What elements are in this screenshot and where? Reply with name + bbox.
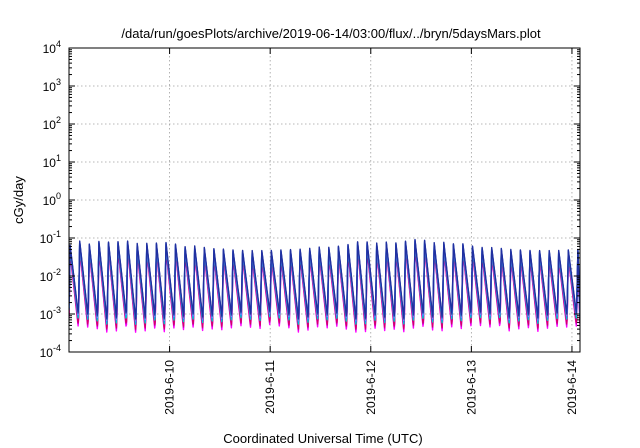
x-axis-label: Coordinated Universal Time (UTC) xyxy=(223,431,422,446)
x-tick-label: 2019-6-14 xyxy=(565,360,579,415)
y-tick-label: 10-4 xyxy=(40,343,61,360)
y-tick-label: 102 xyxy=(43,115,61,132)
y-axis-label: cGy/day xyxy=(11,176,26,224)
y-tick-label: 100 xyxy=(43,191,61,208)
y-tick-label: 103 xyxy=(43,77,61,94)
y-tick-label: 10-3 xyxy=(40,305,61,322)
series-line xyxy=(69,238,580,320)
x-tick-label: 2019-6-10 xyxy=(163,360,177,415)
x-tick-label: 2019-6-12 xyxy=(364,360,378,415)
y-tick-label: 10-1 xyxy=(40,229,61,246)
y-tick-label: 101 xyxy=(43,153,61,170)
chart-title: /data/run/goesPlots/archive/2019-06-14/0… xyxy=(121,26,541,41)
y-axis-ticks: 104 103 102 101 100 10-1 10-2 10-3 10-4 xyxy=(40,39,580,360)
x-tick-label: 2019-6-11 xyxy=(263,360,277,414)
x-tick-label: 2019-6-13 xyxy=(464,360,478,415)
y-tick-label: 104 xyxy=(43,39,61,56)
y-tick-label: 10-2 xyxy=(40,267,61,284)
data-series xyxy=(69,238,580,333)
x-axis-ticks: 2019-6-10 2019-6-11 2019-6-12 2019-6-13 2019… xyxy=(163,48,579,415)
